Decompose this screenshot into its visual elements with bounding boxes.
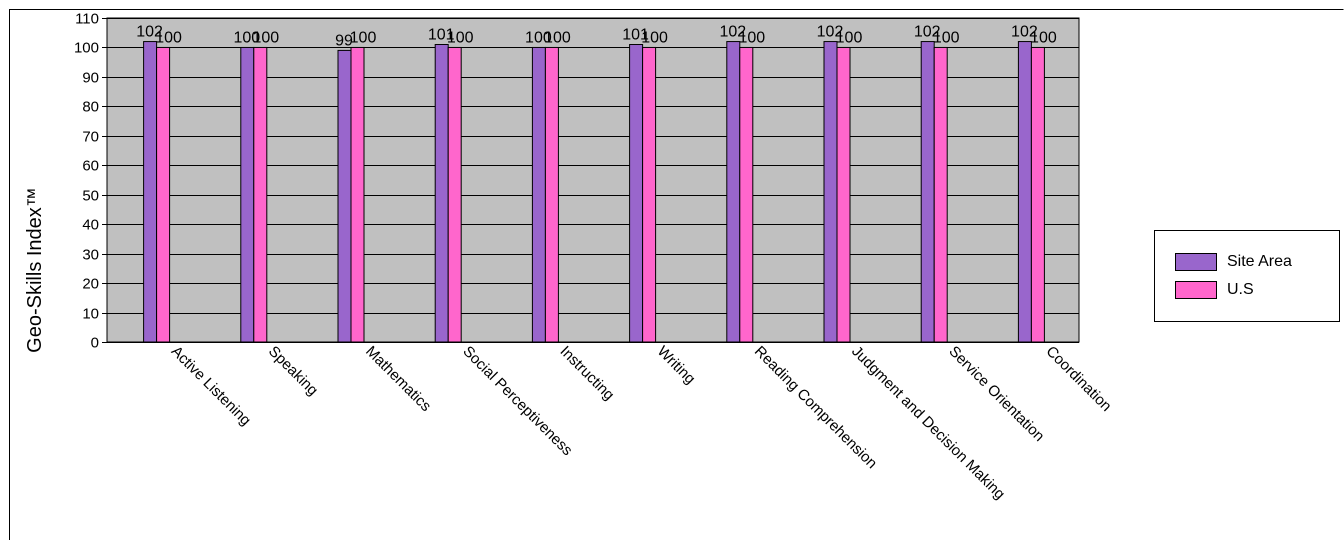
bar-us [642, 46, 657, 343]
bar-site-area [434, 44, 449, 343]
legend-item-us: U.S [1175, 280, 1254, 300]
y-tick-label: 60 [82, 158, 99, 175]
bar-us [1030, 46, 1045, 343]
bar-us [447, 46, 462, 343]
x-tick-label: Instructing [557, 343, 618, 404]
bar-site-area [920, 41, 935, 343]
bar-us [544, 46, 559, 343]
y-tick-label: 100 [74, 40, 99, 57]
bar-site-area [143, 41, 158, 343]
data-label-site-area: 102 [719, 24, 746, 41]
y-tick-label: 30 [82, 247, 99, 264]
bar-site-area [240, 46, 255, 343]
data-label-site-area: 100 [525, 29, 552, 46]
legend-item-site-area: Site Area [1175, 252, 1292, 272]
data-label-us: 100 [155, 29, 182, 46]
bar-site-area [726, 41, 741, 343]
data-label-us: 100 [350, 29, 377, 46]
legend: Site Area U.S [1154, 230, 1340, 322]
data-label-site-area: 101 [622, 27, 649, 44]
chart-outer-border [9, 9, 1344, 540]
x-tick-label: Service Orientation [945, 343, 1047, 445]
x-tick-label: Speaking [265, 343, 321, 399]
x-tick-label: Coordination [1043, 343, 1115, 415]
y-tick-label: 80 [82, 99, 99, 116]
bar-site-area [1017, 41, 1032, 343]
legend-label-site-area: Site Area [1227, 253, 1292, 270]
y-axis-title: Geo-Skills Index™ [24, 187, 46, 353]
legend-swatch-us [1175, 281, 1217, 299]
data-label-us: 100 [447, 29, 474, 46]
bar-site-area [337, 49, 352, 343]
y-tick-label: 10 [82, 306, 99, 323]
bar-us [836, 46, 851, 343]
legend-swatch-site-area [1175, 253, 1217, 271]
data-label-site-area: 102 [1011, 24, 1038, 41]
bar-us [350, 46, 365, 343]
data-label-us: 100 [252, 29, 279, 46]
y-tick-label: 90 [82, 70, 99, 87]
data-label-us: 100 [836, 29, 863, 46]
data-label-us: 100 [738, 29, 765, 46]
data-label-site-area: 102 [914, 24, 941, 41]
bar-us [253, 46, 268, 343]
y-tick-label: 20 [82, 276, 99, 293]
data-label-us: 100 [641, 29, 668, 46]
data-label-us: 100 [544, 29, 571, 46]
bar-us [156, 46, 171, 343]
x-tick-label: Active Listening [168, 343, 254, 429]
legend-label-us: U.S [1227, 281, 1254, 298]
bar-site-area [629, 44, 644, 343]
x-tick-label: Judgment and Decision Making [848, 343, 1008, 503]
data-label-site-area: 102 [817, 24, 844, 41]
bar-us [933, 46, 948, 343]
data-label-site-area: 100 [233, 29, 260, 46]
x-tick-label: Social Perceptiveness [459, 343, 575, 459]
bar-us [739, 46, 754, 343]
x-tick-label: Mathematics [362, 343, 434, 415]
data-label-site-area: 101 [428, 27, 455, 44]
y-tick-label: 110 [75, 11, 99, 28]
x-tick-label: Writing [654, 343, 699, 388]
y-tick-label: 0 [91, 335, 99, 352]
y-tick-label: 50 [82, 188, 99, 205]
data-label-us: 100 [1030, 29, 1057, 46]
data-label-site-area: 102 [136, 24, 163, 41]
data-label-us: 100 [933, 29, 960, 46]
data-label-site-area: 99 [335, 32, 353, 49]
bar-site-area [531, 46, 546, 343]
y-tick-label: 70 [82, 129, 99, 146]
y-tick-label: 40 [82, 217, 99, 234]
bar-site-area [823, 41, 838, 343]
